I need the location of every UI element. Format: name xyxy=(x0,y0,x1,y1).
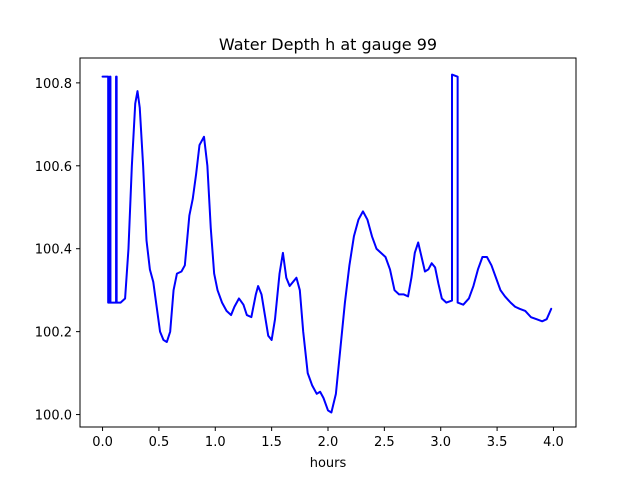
x-tick-label: 0.5 xyxy=(149,435,170,450)
y-tick-label: 100.0 xyxy=(35,409,72,424)
plot-frame xyxy=(79,57,577,428)
y-tick-label: 100.2 xyxy=(35,326,72,341)
x-tick-label: 3.5 xyxy=(487,435,508,450)
x-tick-label: 0.0 xyxy=(92,435,113,450)
x-axis: 0.0 0.5 1.0 1.5 2.0 2.5 3.0 3.5 4.0 xyxy=(92,427,564,450)
chart-title: Water Depth h at gauge 99 xyxy=(219,35,437,54)
x-tick-label: 1.0 xyxy=(205,435,226,450)
x-axis-label: hours xyxy=(310,456,347,471)
y-tick-label: 100.8 xyxy=(35,77,72,92)
y-tick-label: 100.4 xyxy=(35,243,72,258)
x-tick-label: 1.5 xyxy=(261,435,282,450)
y-tick-label: 100.6 xyxy=(35,160,72,175)
series-line-0 xyxy=(101,73,553,414)
series-layer xyxy=(101,73,553,414)
x-tick-label: 2.0 xyxy=(318,435,339,450)
x-tick-label: 4.0 xyxy=(543,435,564,450)
y-axis: 100.0 100.2 100.4 100.6 100.8 xyxy=(35,77,80,424)
x-tick-label: 2.5 xyxy=(374,435,395,450)
x-tick-label: 3.0 xyxy=(430,435,451,450)
